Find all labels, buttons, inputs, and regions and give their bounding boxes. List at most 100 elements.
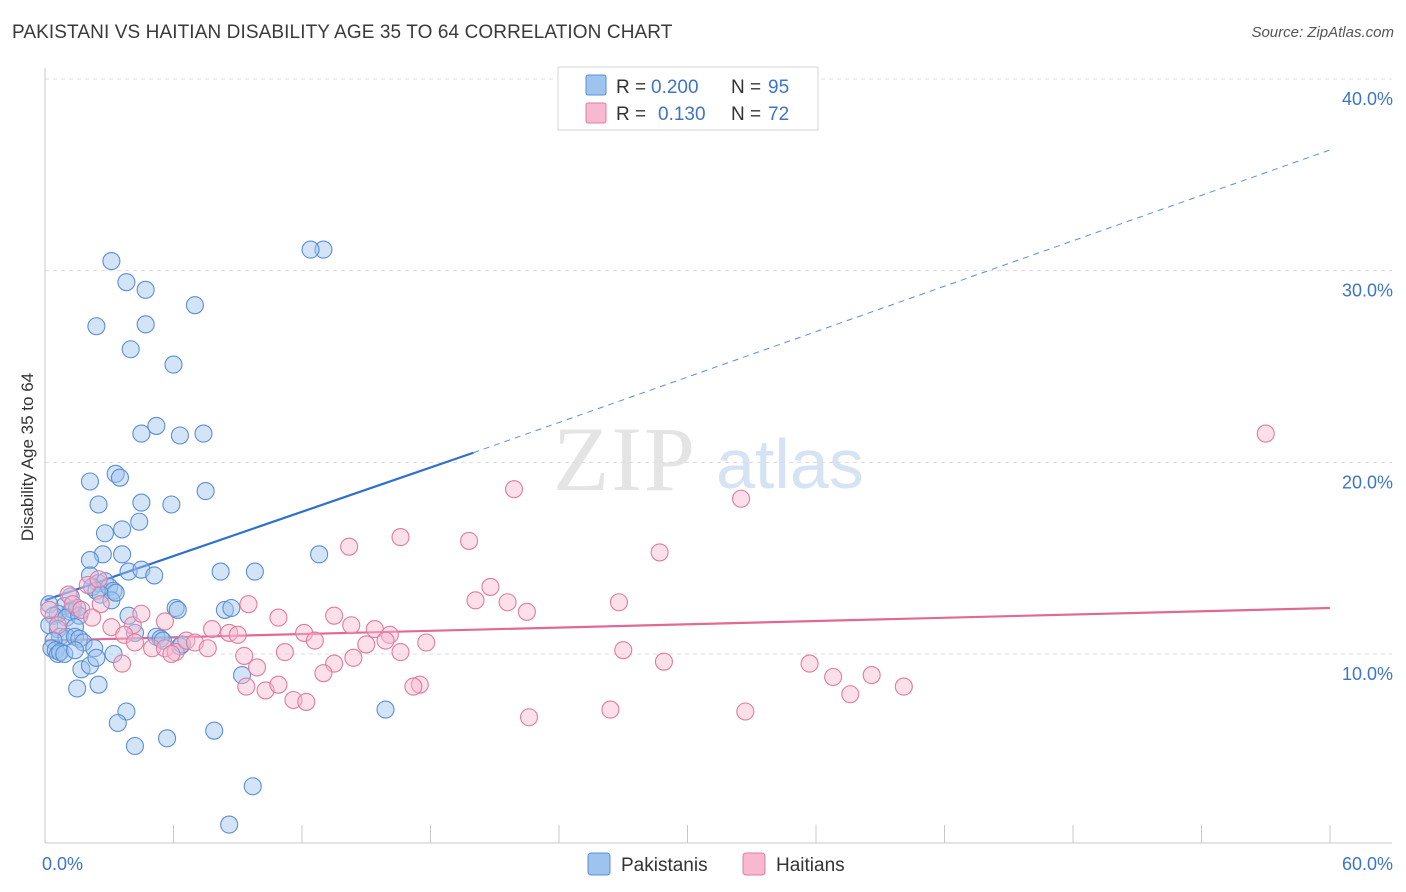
x-tick-labels: 0.0% 60.0% bbox=[42, 854, 1393, 874]
data-point bbox=[410, 675, 429, 694]
data-point bbox=[824, 667, 843, 687]
data-point bbox=[417, 633, 436, 652]
data-point bbox=[269, 675, 288, 694]
data-point bbox=[243, 777, 262, 796]
data-point bbox=[155, 612, 174, 631]
data-point bbox=[340, 537, 359, 556]
data-point bbox=[237, 677, 256, 696]
data-point bbox=[862, 666, 881, 685]
data-point bbox=[357, 635, 376, 654]
data-point bbox=[344, 648, 363, 667]
data-point bbox=[342, 616, 361, 635]
data-point bbox=[841, 685, 860, 704]
data-point bbox=[145, 566, 164, 585]
data-point bbox=[89, 675, 108, 694]
data-point bbox=[113, 654, 132, 673]
legend-bottom-label-pakistanis: Pakistanis bbox=[621, 855, 708, 876]
y-tick-label: 40.0% bbox=[1342, 89, 1393, 109]
legend-bottom-label-haitians: Haitians bbox=[776, 855, 845, 876]
data-point bbox=[1256, 424, 1275, 443]
legend-n-label: N = bbox=[731, 77, 761, 98]
legend-n-value: 95 bbox=[768, 77, 789, 98]
data-point bbox=[211, 562, 230, 581]
data-point bbox=[95, 524, 115, 543]
watermark: ZIP atlas bbox=[553, 408, 864, 510]
trend-lines bbox=[44, 149, 1331, 642]
data-point bbox=[48, 616, 67, 635]
data-point bbox=[203, 620, 222, 639]
data-point bbox=[143, 639, 162, 658]
data-point bbox=[609, 593, 629, 612]
data-point bbox=[504, 480, 524, 499]
legend-bottom-swatch-pakistanis bbox=[587, 852, 611, 876]
data-point bbox=[136, 315, 155, 334]
data-point bbox=[232, 666, 252, 685]
chart-title: PAKISTANI VS HAITIAN DISABILITY AGE 35 T… bbox=[12, 22, 673, 43]
data-point bbox=[800, 654, 819, 673]
data-point bbox=[89, 570, 108, 589]
data-point bbox=[132, 493, 151, 512]
source-credit: Source: ZipAtlas.com bbox=[1251, 24, 1394, 41]
data-point bbox=[108, 713, 127, 733]
data-point bbox=[59, 585, 78, 604]
data-point bbox=[185, 296, 204, 315]
data-point bbox=[731, 489, 751, 508]
y-tick-label: 10.0% bbox=[1342, 664, 1393, 684]
data-point bbox=[121, 340, 140, 359]
axes bbox=[44, 68, 1392, 844]
legend-n-value: 72 bbox=[768, 104, 789, 125]
legend-row-haitians: R = 0.130 N = 72 bbox=[585, 102, 789, 125]
data-point bbox=[170, 426, 189, 445]
data-point bbox=[404, 677, 423, 696]
legend-r-label: R = bbox=[616, 104, 646, 125]
data-point bbox=[125, 736, 144, 756]
trend-line-pakistanis bbox=[44, 451, 474, 602]
data-point bbox=[894, 677, 913, 696]
data-point bbox=[40, 600, 59, 619]
data-point bbox=[130, 512, 149, 531]
data-point bbox=[325, 606, 344, 625]
data-point bbox=[222, 598, 241, 618]
legend-r-label: R = bbox=[616, 77, 646, 98]
data-point bbox=[168, 600, 187, 619]
data-point bbox=[110, 468, 130, 487]
data-point bbox=[310, 545, 329, 564]
data-point bbox=[196, 482, 215, 501]
data-point bbox=[297, 692, 316, 711]
data-point bbox=[314, 664, 333, 683]
x-tick-label: 60.0% bbox=[1342, 854, 1393, 874]
data-point bbox=[391, 643, 410, 662]
legend-swatch-pakistanis bbox=[585, 74, 607, 96]
legend-r-value: 0.200 bbox=[651, 77, 699, 98]
y-tick-label: 20.0% bbox=[1342, 472, 1393, 492]
data-point bbox=[245, 562, 264, 581]
data-point bbox=[205, 721, 224, 740]
data-point bbox=[125, 633, 144, 652]
data-point bbox=[158, 729, 177, 748]
data-point bbox=[269, 608, 288, 627]
data-point bbox=[654, 652, 673, 671]
data-point bbox=[275, 643, 294, 662]
data-point bbox=[517, 602, 536, 621]
legend-top: R = 0.200 N = 95 R = 0.130 N = 72 bbox=[557, 66, 819, 131]
data-point bbox=[147, 416, 166, 435]
legend-bottom-swatch-haitians bbox=[742, 852, 766, 876]
trend-line-haitians bbox=[44, 606, 1331, 642]
data-point bbox=[301, 240, 320, 259]
data-point bbox=[601, 700, 620, 719]
data-point bbox=[164, 355, 183, 374]
data-point bbox=[376, 631, 395, 650]
data-point bbox=[239, 595, 258, 614]
data-point bbox=[80, 551, 100, 570]
data-point bbox=[68, 679, 87, 698]
data-point bbox=[194, 424, 213, 443]
data-point bbox=[87, 317, 106, 336]
series-pakistanis bbox=[40, 240, 395, 834]
data-point bbox=[72, 660, 91, 679]
legend-r-value: 0.130 bbox=[658, 104, 706, 125]
legend-bottom: Pakistanis Haitians bbox=[587, 852, 845, 876]
data-point bbox=[106, 583, 125, 602]
data-point bbox=[78, 575, 97, 595]
legend-row-pakistanis: R = 0.200 N = 95 bbox=[585, 74, 789, 98]
data-point bbox=[55, 644, 74, 664]
